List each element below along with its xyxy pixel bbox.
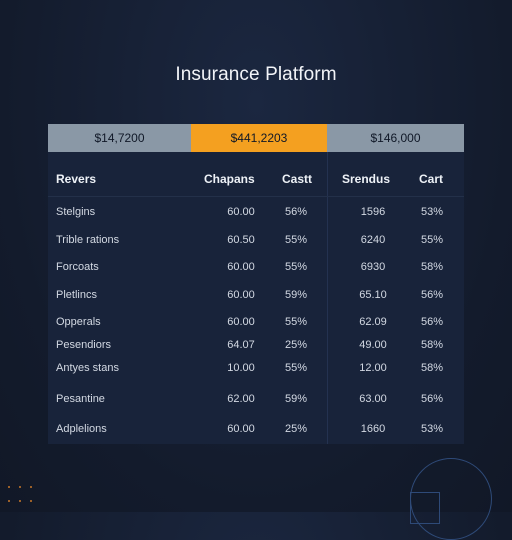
summary-value-1: $14,7200 xyxy=(48,124,191,152)
summary-value-2-highlighted: $441,2203 xyxy=(191,124,327,152)
cell-value: 55% xyxy=(284,316,308,328)
table-row[interactable]: Antyes stans 10.00 55% 12.00 58% xyxy=(48,360,464,376)
table-row[interactable]: Stelgins 60.00 56% 1596 53% xyxy=(48,204,464,220)
cell-value: 12.00 xyxy=(359,362,387,374)
cell-value: 55% xyxy=(284,261,308,273)
table-row[interactable]: Trible rations 60.50 55% 6240 55% xyxy=(48,232,464,248)
cell-value: 25% xyxy=(284,423,308,435)
cell-value: 55% xyxy=(284,234,308,246)
cell-value: 58% xyxy=(420,339,444,351)
table-row[interactable]: Opperals 60.00 55% 62.09 56% xyxy=(48,314,464,330)
cell-value: 56% xyxy=(284,206,308,218)
cell-value: 58% xyxy=(420,261,444,273)
cell-value: 55% xyxy=(420,234,444,246)
cell-value: 6930 xyxy=(360,261,386,273)
cell-value: 59% xyxy=(284,289,308,301)
cell-value: 60.00 xyxy=(227,261,255,273)
cell-value: 55% xyxy=(284,362,308,374)
header-divider xyxy=(48,196,464,197)
cell-value: 65.10 xyxy=(359,289,387,301)
cell-value: 1596 xyxy=(360,206,386,218)
cell-value: 62.00 xyxy=(227,393,255,405)
column-header-chapans[interactable]: Chapans xyxy=(204,172,255,186)
cell-value: 53% xyxy=(420,423,444,435)
column-divider xyxy=(327,152,328,444)
cell-value: 6240 xyxy=(360,234,386,246)
cell-value: 56% xyxy=(420,393,444,405)
row-label: Pesantine xyxy=(56,393,105,405)
data-table-panel xyxy=(48,124,464,444)
cell-value: 49.00 xyxy=(359,339,387,351)
row-label: Antyes stans xyxy=(56,362,119,374)
cell-value: 56% xyxy=(420,316,444,328)
table-row[interactable]: Forcoats 60.00 55% 6930 58% xyxy=(48,259,464,275)
cell-value: 60.00 xyxy=(227,289,255,301)
row-label: Trible rations xyxy=(56,234,120,246)
cell-value: 58% xyxy=(420,362,444,374)
decorative-rect-outline xyxy=(410,492,440,524)
cell-value: 25% xyxy=(284,339,308,351)
row-label: Pletlincs xyxy=(56,289,97,301)
column-header-srendus[interactable]: Srendus xyxy=(342,172,391,186)
cell-value: 59% xyxy=(284,393,308,405)
cell-value: 60.00 xyxy=(227,206,255,218)
cell-value: 62.09 xyxy=(359,316,387,328)
row-label: Pesendiors xyxy=(56,339,112,351)
table-row[interactable]: Pesendiors 64.07 25% 49.00 58% xyxy=(48,337,464,353)
row-label: Forcoats xyxy=(56,261,99,273)
summary-value-3: $146,000 xyxy=(327,124,464,152)
summary-bar: $14,7200 $441,2203 $146,000 xyxy=(48,124,464,152)
row-label: Stelgins xyxy=(56,206,96,218)
cell-value: 56% xyxy=(420,289,444,301)
column-header-castt[interactable]: Castt xyxy=(282,172,313,186)
cell-value: 63.00 xyxy=(359,393,387,405)
cell-value: 60.50 xyxy=(227,234,255,246)
cell-value: 60.00 xyxy=(227,316,255,328)
page-title: Insurance Platform xyxy=(175,64,337,85)
decorative-dot-grid xyxy=(8,486,38,506)
cell-value: 1660 xyxy=(360,423,386,435)
row-label: Opperals xyxy=(56,316,101,328)
column-header-revers[interactable]: Revers xyxy=(56,172,97,186)
cell-value: 60.00 xyxy=(227,423,255,435)
table-row[interactable]: Adplelions 60.00 25% 1660 53% xyxy=(48,421,464,437)
cell-value: 64.07 xyxy=(227,339,255,351)
column-header-cart[interactable]: Cart xyxy=(419,172,444,186)
table-row[interactable]: Pletlincs 60.00 59% 65.10 56% xyxy=(48,287,464,303)
cell-value: 53% xyxy=(420,206,444,218)
table-row[interactable]: Pesantine 62.00 59% 63.00 56% xyxy=(48,391,464,407)
cell-value: 10.00 xyxy=(227,362,255,374)
row-label: Adplelions xyxy=(56,423,107,435)
